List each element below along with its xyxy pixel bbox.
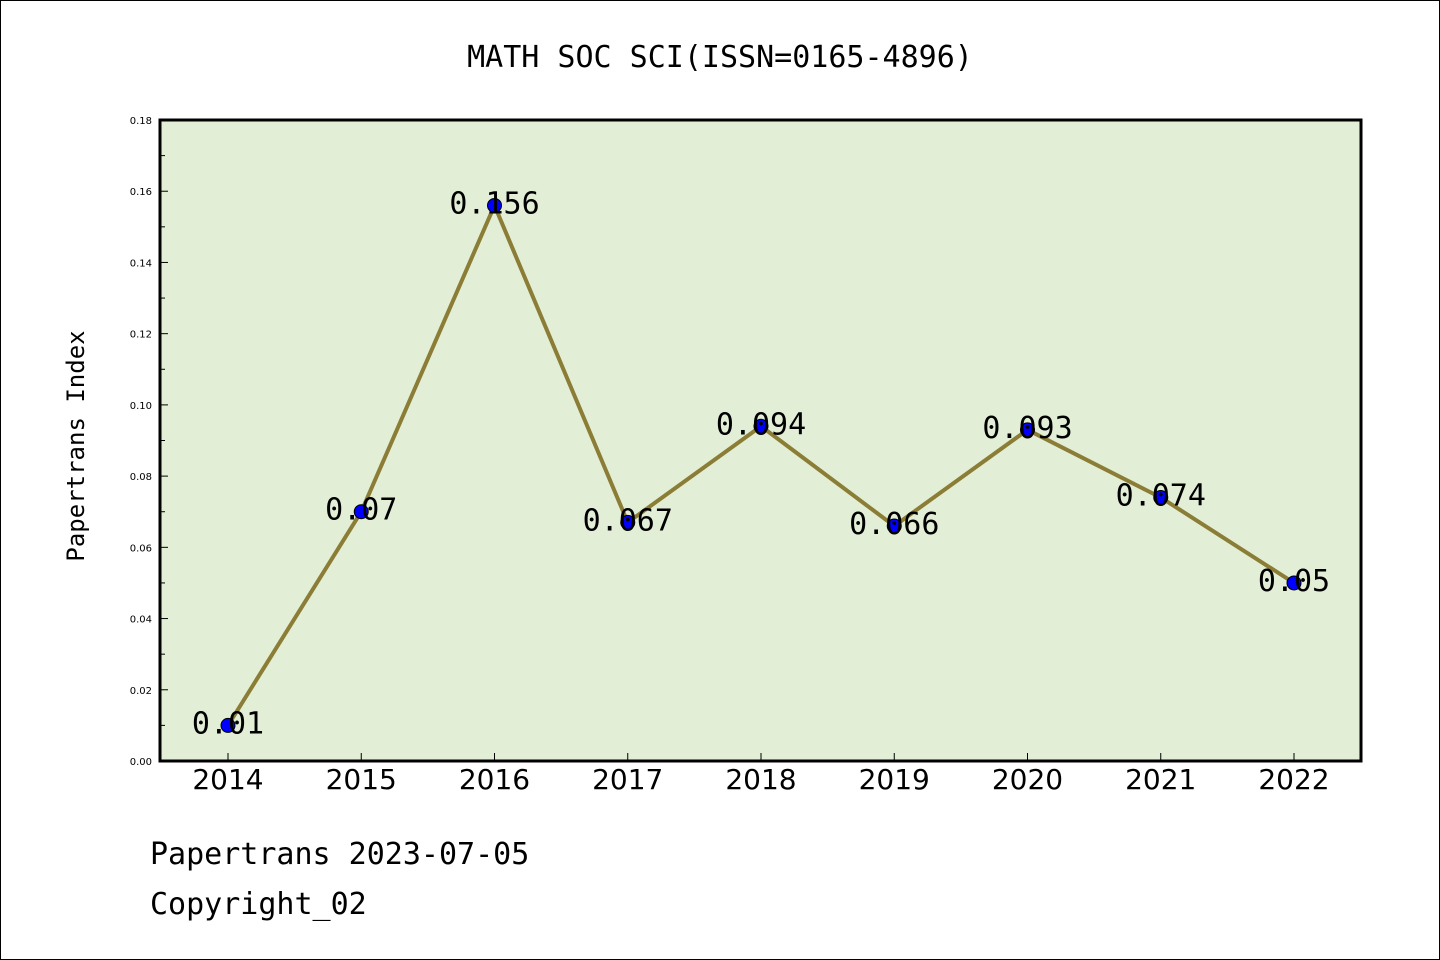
plot-border (158, 118, 1363, 763)
x-tick-label: 2022 (1258, 763, 1329, 796)
data-label: 0.067 (583, 503, 673, 538)
x-tick-label: 2021 (1125, 763, 1196, 796)
data-point (1153, 489, 1169, 505)
y-tick-label: 0.04 (130, 615, 152, 626)
data-label: 0.07 (325, 493, 397, 528)
data-point (1020, 422, 1035, 438)
x-tick-label: 2015 (326, 763, 397, 796)
footer-copyright: Copyright_02 (150, 887, 367, 922)
y-tick-label: 0.00 (130, 757, 152, 768)
y-axis-label: Papertrans Index (62, 330, 90, 561)
y-tick-label: 0.12 (130, 330, 152, 341)
data-label: 0.05 (1258, 564, 1330, 599)
x-tick-label: 2014 (192, 763, 263, 796)
data-point (753, 418, 769, 434)
x-tick-label: 2017 (592, 763, 663, 796)
y-tick-label: 0.08 (130, 472, 152, 483)
data-label: 0.094 (716, 407, 806, 442)
plot-area (160, 120, 1361, 761)
data-point (353, 504, 369, 520)
data-label: 0.01 (192, 706, 264, 741)
x-axis: 2014 2015 2016 2017 2018 2019 2020 2021 2022 (192, 753, 1330, 796)
data-point (620, 514, 636, 530)
data-points (220, 197, 1302, 733)
y-tick-label: 0.02 (130, 686, 152, 697)
chart-title: MATH SOC SCI(ISSN=0165-4896) (467, 40, 973, 75)
x-tick-label: 2016 (459, 763, 530, 796)
data-point (220, 717, 236, 733)
data-label: 0.156 (449, 186, 539, 221)
data-point (1286, 575, 1302, 591)
x-tick-label: 2020 (992, 763, 1063, 796)
y-tick-label: 0.10 (130, 401, 152, 412)
data-label: 0.093 (982, 411, 1072, 446)
y-tick-label: 0.06 (130, 543, 152, 554)
data-point (487, 197, 502, 213)
footer-date: Papertrans 2023-07-05 (150, 837, 529, 872)
y-tick-label: 0.18 (130, 116, 152, 127)
x-tick-label: 2018 (725, 763, 796, 796)
data-labels: 0.01 0.07 0.156 0.067 0.094 0.066 0.093 0.074 0.… (192, 186, 1330, 741)
data-label: 0.066 (849, 507, 939, 542)
y-tick-label: 0.16 (130, 187, 152, 198)
data-point (886, 518, 902, 534)
data-label: 0.074 (1116, 478, 1206, 513)
y-tick-label: 0.14 (130, 258, 152, 269)
x-tick-label: 2019 (859, 763, 930, 796)
